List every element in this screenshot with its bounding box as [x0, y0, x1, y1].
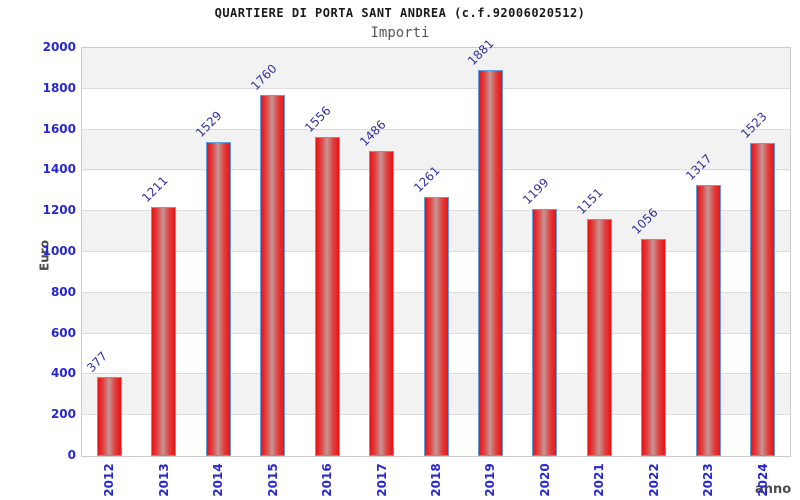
x-tick-label: 2024 [755, 463, 770, 497]
y-tick-label: 600 [50, 325, 76, 340]
y-tick-label: 400 [50, 366, 76, 381]
y-tick-label: 1800 [42, 80, 76, 95]
x-tick-label: 2015 [265, 463, 280, 497]
y-tick-label: 0 [67, 448, 76, 462]
x-tick-label: 2016 [320, 463, 335, 497]
x-tick-label: 2012 [102, 463, 117, 497]
bar-2018 [423, 197, 449, 456]
bar-2022 [641, 239, 667, 456]
x-tick-label: 2013 [156, 463, 171, 497]
bar-2020 [532, 209, 558, 456]
bar-2023 [695, 185, 721, 456]
gridline [82, 128, 790, 130]
plot-area: 377 1211 1529 1760 1556 1486 1261 1881 1199 1151 1… [81, 37, 791, 457]
y-tick-label: 1000 [42, 244, 76, 258]
chart-title: QUARTIERE DI PORTA SANT ANDREA (c.f.9200… [214, 6, 586, 20]
bar-value-label: 1556 [302, 103, 334, 135]
bar-value-label: 1261 [411, 163, 443, 195]
x-tick-label: 2020 [537, 463, 552, 497]
bar-2015 [260, 95, 286, 456]
gridline [82, 87, 790, 89]
x-tick-label: 2021 [592, 463, 607, 497]
y-tick-label: 1600 [42, 121, 76, 136]
y-tick-label: 1400 [42, 162, 76, 177]
x-tick-label: 2022 [646, 463, 661, 497]
bar-2019 [477, 70, 503, 456]
bar-2021 [586, 219, 612, 456]
x-axis-title: anno [755, 482, 792, 497]
gridline [82, 169, 790, 171]
x-tick-label: 2019 [483, 463, 498, 497]
bar-value-label: 1486 [356, 117, 389, 149]
bar-value-label: 377 [84, 348, 111, 375]
bar-value-label: 1151 [574, 185, 606, 217]
bar-value-label: 1881 [465, 36, 498, 68]
y-tick-label: 800 [50, 284, 76, 299]
bar-value-label: 1317 [683, 151, 715, 183]
bar-2014 [205, 142, 231, 456]
y-tick-label: 2000 [42, 40, 76, 54]
x-tick-label: 2018 [429, 463, 443, 497]
bar-2017 [369, 151, 395, 456]
y-tick-label: 1200 [42, 203, 76, 218]
bar-value-label: 1523 [737, 109, 770, 141]
bar-2016 [314, 137, 340, 456]
x-tick-label: 2023 [701, 463, 716, 497]
y-tick-label: 200 [50, 407, 76, 422]
bar-2012 [96, 377, 122, 456]
x-tick-label: 2014 [211, 463, 226, 497]
x-tick-label: 2017 [374, 463, 389, 497]
bar-2013 [151, 207, 177, 456]
bar-value-label: 1199 [520, 175, 552, 207]
chart-subtitle: Importi [370, 25, 430, 41]
bar-2024 [750, 143, 776, 456]
bar-value-label: 1211 [138, 173, 171, 205]
bar-value-label: 1529 [193, 108, 225, 140]
